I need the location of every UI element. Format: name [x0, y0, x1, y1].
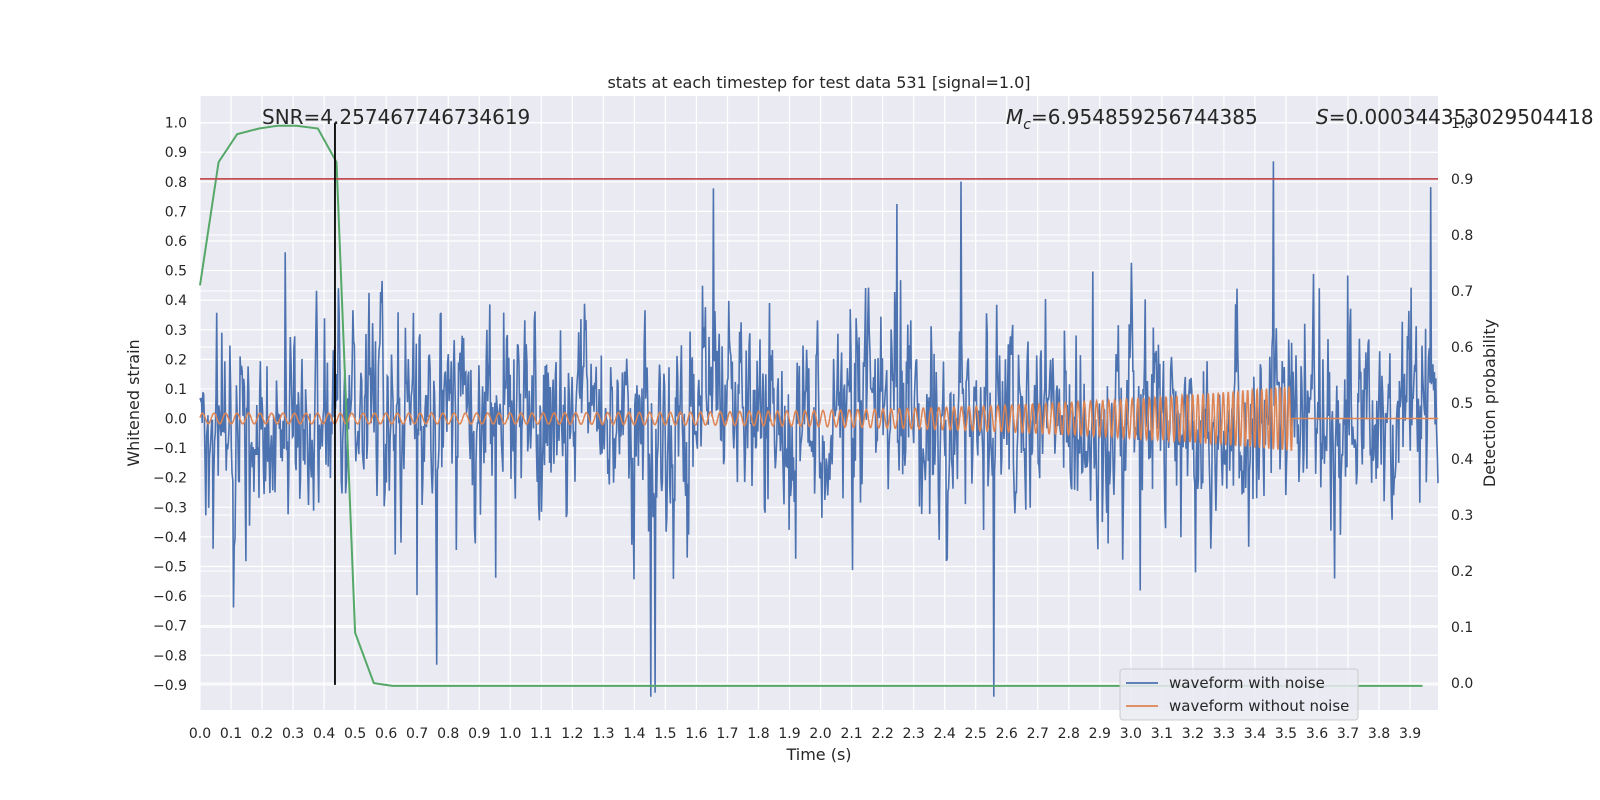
y2-tick-label: 1.0 [1451, 116, 1473, 132]
x-tick-label: 0.9 [468, 726, 490, 742]
y2-axis-label: Detection probability [1480, 319, 1499, 487]
x-tick-label: 0.2 [251, 726, 273, 742]
x-tick-label: 3.9 [1399, 726, 1421, 742]
y-tick-label: −0.8 [153, 648, 187, 664]
x-tick-label: 3.2 [1182, 726, 1204, 742]
y-axis-ticks: 1.0 0.9 0.8 0.7 0.6 0.5 0.4 0.3 0.2 0.1 0.0 −0.1 −0.… [153, 116, 187, 694]
y2-tick-label: 0.3 [1451, 508, 1473, 524]
y-tick-label: 0.0 [165, 412, 187, 428]
x-tick-label: 3.5 [1275, 726, 1297, 742]
x-tick-label: 2.7 [1027, 726, 1049, 742]
y-tick-label: 0.8 [165, 175, 187, 191]
x-tick-label: 0.0 [189, 726, 211, 742]
x-tick-label: 2.3 [903, 726, 925, 742]
y-tick-label: −0.3 [153, 500, 187, 516]
y2-tick-label: 0.1 [1451, 620, 1473, 636]
x-tick-label: 1.1 [530, 726, 552, 742]
x-tick-label: 3.8 [1368, 726, 1390, 742]
legend-box [1119, 668, 1359, 721]
x-tick-label: 3.6 [1306, 726, 1328, 742]
x-tick-label: 0.5 [344, 726, 366, 742]
chirp-mass-symbol: M [1006, 105, 1023, 129]
spin-annotation: S=0.000344353029504418 [1316, 105, 1594, 129]
series-waveform-without-noise [199, 385, 1438, 451]
series-detection-probability [199, 124, 1423, 687]
y2-tick-label: 0.5 [1451, 396, 1473, 412]
x-tick-label: 0.1 [220, 726, 242, 742]
x-tick-label: 0.7 [406, 726, 428, 742]
x-tick-label: 0.6 [375, 726, 397, 742]
x-tick-label: 1.7 [716, 726, 738, 742]
y-tick-label: −0.9 [153, 678, 187, 694]
x-tick-label: 3.0 [1120, 726, 1142, 742]
y2-tick-label: 0.4 [1451, 452, 1473, 468]
chirp-mass-annotation: Mc=6.954859256744385 [1006, 105, 1258, 133]
x-tick-label: 3.4 [1244, 726, 1266, 742]
y-axis-label: Whitened strain [124, 339, 143, 466]
y2-axis-ticks: 1.0 0.9 0.8 0.7 0.6 0.5 0.4 0.3 0.2 0.1 0.0 [1451, 116, 1473, 692]
x-axis-label: Time (s) [785, 745, 851, 764]
y-tick-label: −0.6 [153, 589, 187, 605]
y-tick-label: 0.6 [165, 234, 187, 250]
x-tick-label: 1.6 [685, 726, 707, 742]
x-tick-label: 2.2 [871, 726, 893, 742]
x-tick-label: 1.5 [654, 726, 676, 742]
y-tick-label: −0.4 [153, 530, 187, 546]
waveform-without-noise-line [199, 385, 1438, 451]
y-tick-label: −0.5 [153, 559, 187, 575]
y-tick-label: 0.4 [165, 293, 187, 309]
y-tick-label: 0.2 [165, 352, 187, 368]
x-tick-label: 3.3 [1213, 726, 1235, 742]
x-tick-label: 2.1 [840, 726, 862, 742]
y-tick-label: −0.7 [153, 619, 187, 635]
y2-tick-label: 0.0 [1451, 676, 1473, 692]
y-tick-label: 0.1 [165, 382, 187, 398]
detection-probability-line [199, 124, 1423, 687]
y-tick-label: 1.0 [165, 116, 187, 132]
y2-tick-label: 0.6 [1451, 340, 1473, 356]
y-tick-label: −0.1 [153, 441, 187, 457]
legend-label-noise: waveform with noise [1169, 674, 1325, 692]
x-tick-label: 2.9 [1089, 726, 1111, 742]
y2-tick-label: 0.2 [1451, 564, 1473, 580]
x-tick-label: 3.1 [1151, 726, 1173, 742]
y-tick-label: −0.2 [153, 471, 187, 487]
x-tick-label: 1.4 [623, 726, 645, 742]
legend-label-clean: waveform without noise [1169, 697, 1349, 715]
chart-title: stats at each timestep for test data 531… [607, 73, 1030, 92]
x-tick-label: 2.4 [934, 726, 956, 742]
y-tick-label: 0.3 [165, 323, 187, 339]
x-tick-label: 3.7 [1337, 726, 1359, 742]
chirp-mass-subscript: c [1023, 117, 1031, 133]
x-tick-label: 2.6 [996, 726, 1018, 742]
x-tick-label: 0.4 [313, 726, 335, 742]
x-tick-label: 2.8 [1058, 726, 1080, 742]
y-tick-label: 0.7 [165, 204, 187, 220]
x-tick-label: 1.9 [778, 726, 800, 742]
y2-tick-label: 0.8 [1451, 228, 1473, 244]
x-tick-label: 1.2 [561, 726, 583, 742]
spin-symbol: S [1316, 105, 1329, 129]
chirp-mass-value: =6.954859256744385 [1031, 105, 1258, 129]
x-tick-label: 1.3 [592, 726, 614, 742]
x-tick-label: 1.8 [747, 726, 769, 742]
y2-tick-label: 0.7 [1451, 284, 1473, 300]
y-tick-label: 0.5 [165, 264, 187, 280]
snr-annotation: SNR=4.257467746734619 [262, 105, 530, 129]
x-tick-label: 0.3 [282, 726, 304, 742]
x-tick-label: 0.8 [437, 726, 459, 742]
legend: waveform with noise waveform without noi… [1119, 668, 1359, 721]
x-tick-label: 2.0 [809, 726, 831, 742]
y2-tick-label: 0.9 [1451, 172, 1473, 188]
x-axis-ticks: 0.0 0.1 0.2 0.3 0.4 0.5 0.6 0.7 0.8 0.9 1.0 1.1 1.2 1… [189, 726, 1421, 742]
x-tick-label: 1.0 [499, 726, 521, 742]
y-tick-label: 0.9 [165, 145, 187, 161]
x-tick-label: 2.5 [965, 726, 987, 742]
spin-value: =0.000344353029504418 [1329, 105, 1594, 129]
